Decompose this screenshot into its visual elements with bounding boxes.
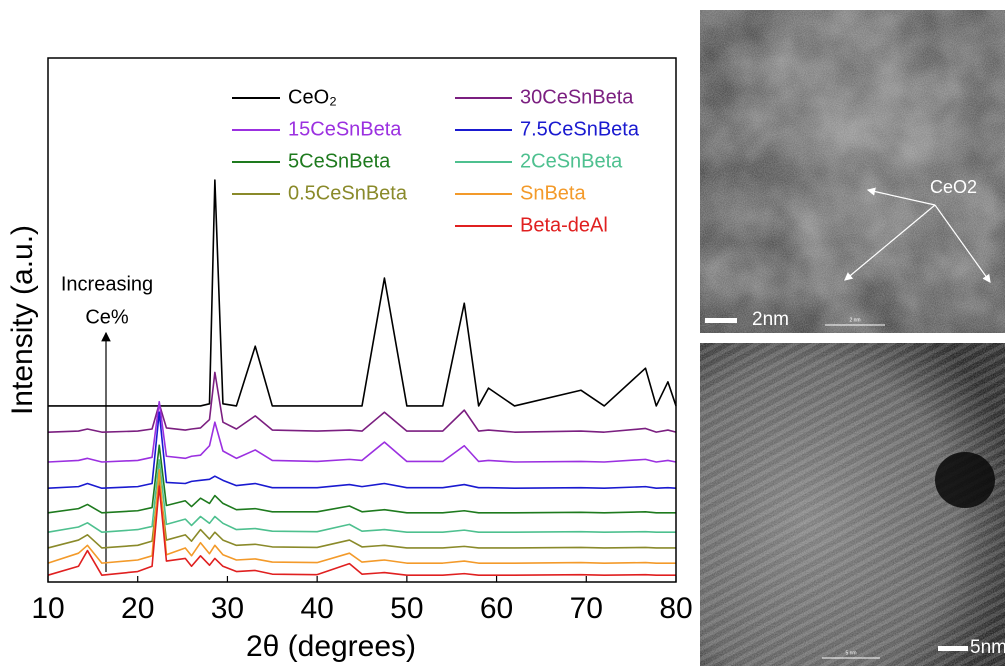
legend-label: Beta-deAl <box>520 214 608 236</box>
x-tick-label: 10 <box>31 592 64 625</box>
micrograph-top: CeO2 2nm 2 nm <box>700 10 1005 333</box>
x-tick-label: 70 <box>570 592 603 625</box>
xrd-pattern <box>48 480 676 548</box>
x-tick-label: 30 <box>211 592 244 625</box>
scale-bar-label: 2nm <box>752 309 789 330</box>
xrd-pattern <box>48 470 676 563</box>
scale-bar-label: 5nm <box>970 637 1005 658</box>
legend-label: 30CeSnBeta <box>520 86 634 108</box>
legend-label: 15CeSnBeta <box>288 118 402 140</box>
legend-label: SnBeta <box>520 182 586 204</box>
x-tick-label: 60 <box>480 592 513 625</box>
legend-label: 7.5CeSnBeta <box>520 118 640 140</box>
x-axis-label: 2θ (degrees) <box>246 630 416 663</box>
xrd-pattern <box>48 460 676 532</box>
x-tick-label: 50 <box>390 592 423 625</box>
x-tick-label: 40 <box>300 592 333 625</box>
legend-label: 2CeSnBeta <box>520 150 623 172</box>
annotation: Ce% <box>85 306 129 328</box>
y-axis-label: Intensity (a.u.) <box>6 225 39 415</box>
legend-label: 5CeSnBeta <box>288 150 391 172</box>
inner-scale-label: 5 nm <box>845 650 856 656</box>
annotation: Increasing <box>61 273 153 295</box>
legend-label: CeO₂ <box>288 86 337 108</box>
xrd-pattern <box>48 412 676 488</box>
xrd-pattern <box>48 445 676 513</box>
figure: CeO2 2nm 2 nm 5nm 5 nm Intensity (a.u.) … <box>0 0 1005 666</box>
image-label: CeO2 <box>930 177 977 197</box>
x-tick-label: 20 <box>121 592 154 625</box>
legend-label: 0.5CeSnBeta <box>288 182 408 204</box>
x-tick-label: 80 <box>659 592 692 625</box>
inner-scale-label: 2 nm <box>849 317 860 323</box>
micrograph-bottom: 5nm 5 nm <box>700 343 1005 666</box>
xrd-chart: Intensity (a.u.) 2θ (degrees) Increasing… <box>6 58 693 663</box>
